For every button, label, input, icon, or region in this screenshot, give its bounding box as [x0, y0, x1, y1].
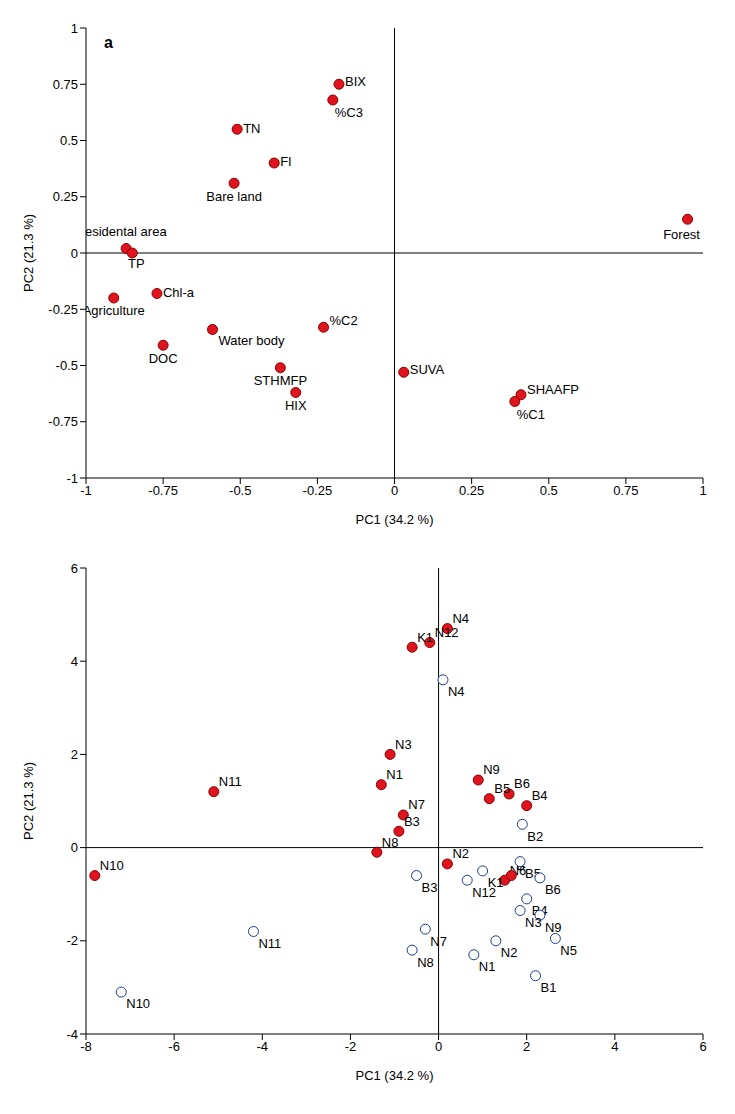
svg-text:Chl-a: Chl-a: [163, 285, 195, 300]
svg-text:TN: TN: [243, 121, 260, 136]
svg-text:0.5: 0.5: [60, 133, 78, 148]
svg-text:0.75: 0.75: [53, 77, 78, 92]
svg-text:N8: N8: [417, 955, 434, 970]
svg-text:-1: -1: [80, 483, 92, 498]
svg-text:BIX: BIX: [345, 74, 366, 89]
svg-text:Residental area: Residental area: [86, 224, 167, 239]
svg-text:N1: N1: [386, 767, 403, 782]
svg-text:-4: -4: [257, 1039, 269, 1054]
svg-text:2: 2: [71, 747, 78, 762]
svg-text:%C2: %C2: [330, 313, 358, 328]
svg-text:0.25: 0.25: [53, 189, 78, 204]
svg-text:-0.5: -0.5: [229, 483, 251, 498]
svg-text:B1: B1: [541, 980, 557, 995]
svg-text:-2: -2: [66, 933, 78, 948]
svg-text:-0.5: -0.5: [56, 358, 78, 373]
svg-text:N7: N7: [430, 934, 447, 949]
svg-text:0: 0: [71, 840, 78, 855]
svg-text:0.5: 0.5: [540, 483, 558, 498]
svg-text:6: 6: [71, 561, 78, 576]
svg-text:N8: N8: [382, 835, 399, 850]
svg-text:0: 0: [391, 483, 398, 498]
svg-text:FI: FI: [280, 154, 292, 169]
svg-text:N11: N11: [258, 936, 281, 951]
svg-text:-4: -4: [66, 1027, 78, 1042]
svg-text:SHAAFP: SHAAFP: [527, 382, 579, 397]
svg-text:%C3: %C3: [335, 105, 363, 120]
svg-text:N12: N12: [472, 885, 496, 900]
html-text:a: a: [104, 34, 113, 51]
svg-text:B3: B3: [404, 814, 420, 829]
svg-text:STHMFP: STHMFP: [254, 373, 307, 388]
svg-text:N11: N11: [219, 774, 242, 789]
svg-text:N2: N2: [501, 945, 518, 960]
svg-text:4: 4: [611, 1039, 618, 1054]
svg-text:B5: B5: [494, 781, 510, 796]
svg-text:0: 0: [71, 246, 78, 261]
svg-text:DOC: DOC: [149, 351, 178, 366]
svg-text:-8: -8: [80, 1039, 92, 1054]
svg-text:0: 0: [435, 1039, 442, 1054]
svg-text:PC2 (21.3 %): PC2 (21.3 %): [21, 762, 36, 840]
svg-text:N2: N2: [452, 846, 469, 861]
svg-text:B3: B3: [422, 880, 438, 895]
svg-text:-0.75: -0.75: [148, 483, 178, 498]
svg-text:0.75: 0.75: [613, 483, 638, 498]
svg-text:4: 4: [71, 654, 78, 669]
svg-text:-2: -2: [345, 1039, 357, 1054]
svg-text:1: 1: [699, 483, 706, 498]
svg-text:6: 6: [699, 1039, 706, 1054]
svg-text:%C1: %C1: [517, 407, 545, 422]
svg-text:N3: N3: [395, 737, 412, 752]
svg-text:N3: N3: [525, 915, 542, 930]
svg-text:TP: TP: [128, 256, 145, 271]
svg-text:N7: N7: [408, 797, 425, 812]
svg-text:HIX: HIX: [285, 398, 307, 413]
svg-text:SUVA: SUVA: [410, 362, 445, 377]
svg-text:B6: B6: [514, 776, 530, 791]
svg-text:N4: N4: [448, 684, 465, 699]
svg-text:N1: N1: [479, 959, 496, 974]
svg-text:B5: B5: [525, 866, 541, 881]
svg-text:Agriculture: Agriculture: [86, 303, 145, 318]
svg-text:2: 2: [523, 1039, 530, 1054]
svg-text:B4: B4: [532, 788, 548, 803]
svg-text:PC2 (21.3 %): PC2 (21.3 %): [21, 214, 36, 292]
svg-text:-0.25: -0.25: [48, 302, 78, 317]
svg-text:N9: N9: [483, 762, 500, 777]
svg-text:PC1 (34.2 %): PC1 (34.2 %): [355, 1068, 433, 1083]
svg-text:N4: N4: [452, 611, 469, 626]
svg-text:-1: -1: [66, 471, 78, 486]
svg-text:PC1 (34.2 %): PC1 (34.2 %): [355, 512, 433, 527]
svg-text:-6: -6: [168, 1039, 180, 1054]
svg-text:K1: K1: [417, 630, 433, 645]
svg-text:N10: N10: [100, 858, 124, 873]
svg-text:N5: N5: [560, 943, 577, 958]
svg-text:N12: N12: [435, 625, 459, 640]
svg-text:-0.25: -0.25: [303, 483, 333, 498]
svg-text:Forest: Forest: [663, 227, 700, 242]
svg-text:0.25: 0.25: [459, 483, 484, 498]
svg-text:-0.75: -0.75: [48, 414, 78, 429]
svg-text:Water body: Water body: [218, 333, 284, 348]
svg-text:N10: N10: [126, 996, 150, 1011]
svg-text:1: 1: [71, 21, 78, 36]
svg-text:B2: B2: [527, 829, 543, 844]
svg-text:N9: N9: [545, 920, 562, 935]
svg-text:B6: B6: [545, 882, 561, 897]
svg-text:Bare land: Bare land: [206, 189, 262, 204]
svg-text:K1: K1: [487, 875, 504, 891]
